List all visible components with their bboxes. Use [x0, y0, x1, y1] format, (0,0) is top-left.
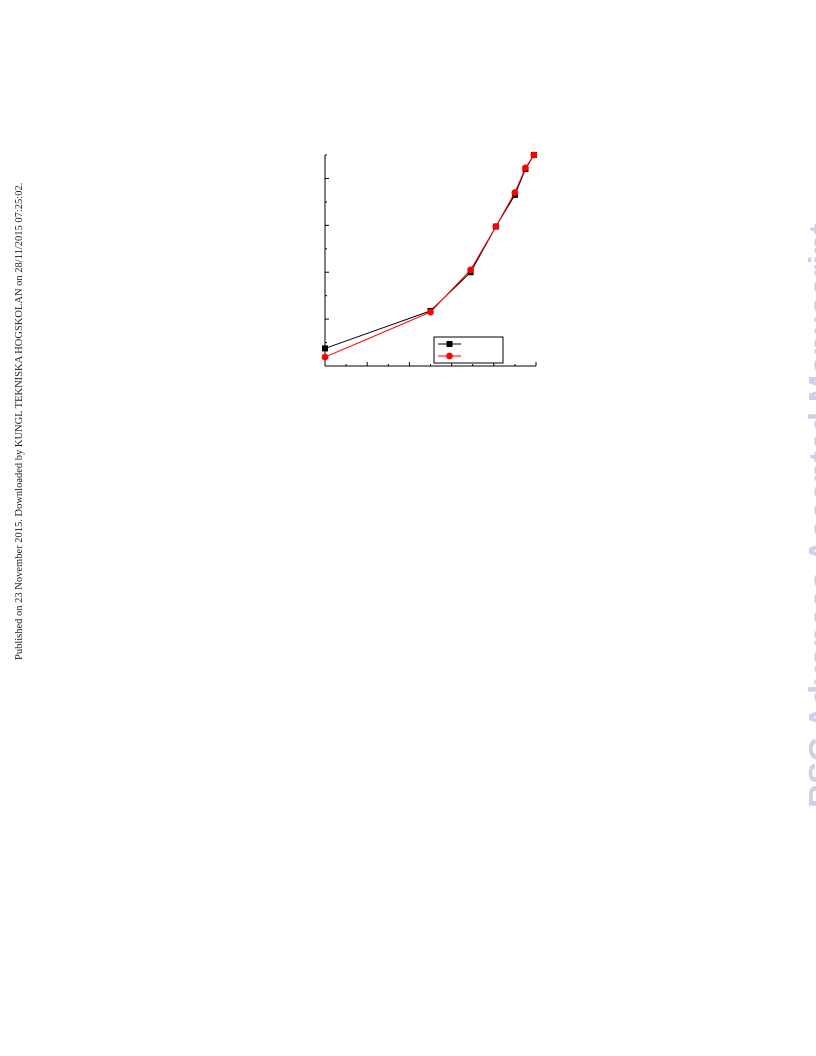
chart-axes	[324, 154, 537, 367]
series-2-point	[427, 308, 434, 316]
legend-box	[433, 336, 504, 364]
series-2-point	[511, 189, 519, 196]
series-2-point	[467, 266, 474, 274]
series-2-line	[324, 154, 535, 358]
series-2-point	[522, 164, 529, 172]
chart-legend	[433, 336, 504, 364]
legend-series-1-marker	[446, 341, 453, 347]
series-1-line	[324, 154, 535, 349]
series-1-point	[322, 345, 328, 352]
series-2-point	[492, 223, 500, 230]
legend-series-2-marker	[446, 352, 453, 360]
series-2-point	[321, 353, 329, 361]
chart-series	[321, 151, 538, 361]
series-2-point	[530, 151, 538, 159]
